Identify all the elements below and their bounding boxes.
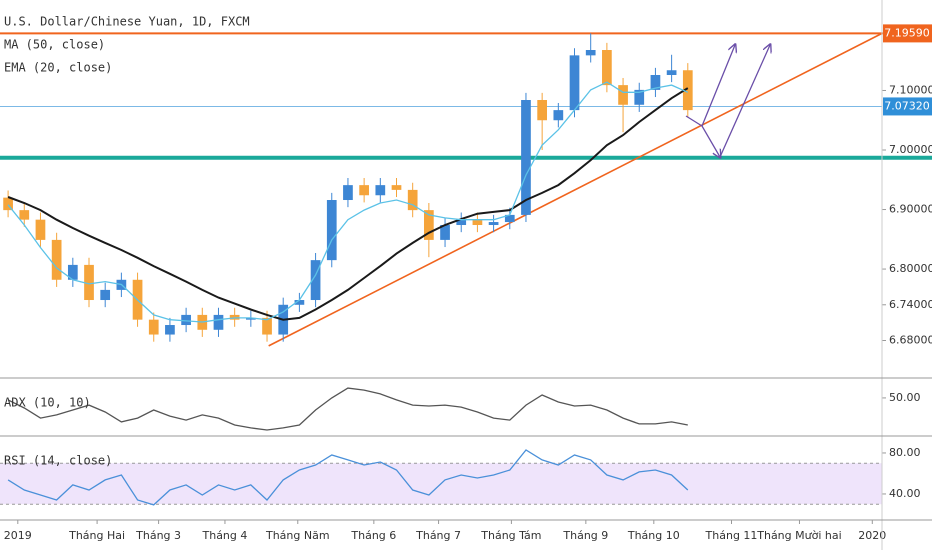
candle-body (3, 197, 13, 211)
x-tick-label: Tháng Tám (480, 529, 541, 542)
candle-body (569, 55, 580, 111)
candle-body (504, 214, 515, 223)
candle-body (100, 289, 111, 301)
price-badge-label: 7.19590 (884, 26, 930, 39)
price-badge (883, 24, 932, 43)
candle-body (407, 189, 418, 211)
x-tick-label: 2019 (4, 529, 32, 542)
x-tick-label: Tháng 3 (135, 529, 181, 542)
candle-body (666, 70, 677, 76)
candle-body (67, 264, 78, 280)
pane-title: RSI (14, close) (4, 454, 112, 468)
candle-body (84, 264, 94, 301)
candle-body (585, 50, 596, 56)
candle-body (537, 100, 548, 121)
candle-body (343, 185, 353, 201)
candle-body (634, 89, 645, 105)
candle-body (51, 239, 62, 280)
price-badge-label: 7.07320 (884, 99, 930, 112)
y-tick-label: 6.68000 (889, 333, 932, 346)
legend-entry: MA (50, close) (4, 38, 105, 52)
x-tick-label: Tháng Mười hai (756, 529, 841, 542)
indicator-line (7, 387, 688, 431)
projection-arrow (719, 45, 770, 158)
candle-body (359, 185, 369, 196)
y-tick-label: 80.00 (889, 446, 921, 459)
candle-body (472, 219, 483, 226)
legend-entry: EMA (20, close) (4, 61, 112, 75)
y-tick-label: 50.00 (889, 391, 921, 404)
candle-body (456, 219, 467, 226)
candle-body (375, 185, 386, 196)
y-tick-label: 6.90000 (889, 203, 932, 216)
candle-body (19, 210, 30, 220)
candle-body (35, 219, 46, 240)
candle-body (682, 70, 693, 111)
candle-body (165, 325, 175, 335)
indicator-line (7, 81, 689, 323)
candle-body (148, 319, 159, 335)
x-tick-label: Tháng 11 (705, 529, 758, 542)
candle-body (294, 300, 305, 305)
x-tick-label: Tháng 10 (627, 529, 680, 542)
candle-body (310, 260, 321, 301)
x-tick-label: 2020 (858, 529, 886, 542)
candle-body (326, 200, 337, 261)
y-tick-label: 6.80000 (889, 262, 932, 275)
candle-body (521, 100, 531, 215)
candle-body (602, 50, 612, 86)
y-tick-label: 6.74000 (889, 298, 932, 311)
x-tick-label: Tháng Hai (68, 529, 125, 542)
pane-title: ADX (10, 10) (4, 396, 91, 410)
indicator-line (7, 449, 689, 506)
candle-body (650, 75, 661, 90)
x-tick-label: Tháng 4 (202, 529, 248, 542)
candle-body (262, 317, 272, 335)
indicator-line (7, 87, 689, 321)
candle-body (391, 185, 402, 190)
candle-body (488, 222, 499, 226)
y-tick-label: 7.00000 (889, 143, 932, 156)
candle-body (424, 210, 434, 240)
chart-title: U.S. Dollar/Chinese Yuan, 1D, FXCM (4, 15, 250, 29)
x-tick-label: Tháng Năm (265, 529, 330, 542)
x-tick-label: Tháng 9 (562, 529, 608, 542)
candle-body (553, 110, 564, 121)
price-badge (883, 97, 932, 116)
projection-arrow (701, 125, 720, 157)
projection-arrow (685, 115, 703, 127)
candle-body (618, 85, 628, 105)
x-tick-label: Tháng 6 (350, 529, 396, 542)
candle-body (440, 225, 450, 240)
trendline (268, 32, 883, 347)
candle-body (181, 314, 191, 326)
y-tick-label: 7.10000 (889, 83, 932, 96)
projection-arrow (701, 45, 735, 127)
candle-body (245, 317, 256, 320)
candle-body (213, 314, 224, 330)
y-tick-label: 40.00 (889, 487, 921, 500)
x-tick-label: Tháng 7 (415, 529, 461, 542)
